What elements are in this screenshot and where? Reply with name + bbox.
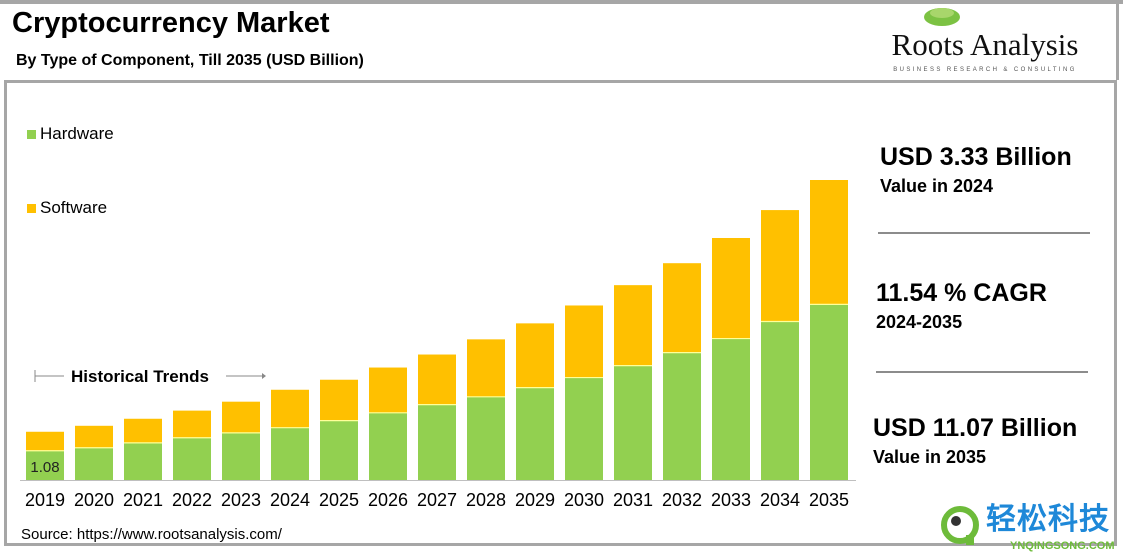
- x-tick-label: 2027: [416, 490, 458, 510]
- logo-name: Roots Analysis: [891, 27, 1079, 62]
- x-tick-label: 2028: [465, 490, 507, 510]
- bar-hardware-2031: [614, 365, 652, 480]
- stat-2024-label: Value in 2024: [880, 176, 994, 196]
- bar-hardware-2019: [26, 450, 64, 480]
- legend-swatch-software: [27, 204, 36, 213]
- bar-software-2035: [810, 180, 848, 305]
- data-label: 1.08: [30, 459, 59, 476]
- x-tick-label: 2029: [514, 490, 556, 510]
- chart-frame: [4, 80, 1117, 546]
- bar-software-2033: [712, 237, 750, 339]
- page-subtitle: By Type of Component, Till 2035 (USD Bil…: [16, 52, 364, 69]
- x-tick-label: 2020: [73, 490, 115, 510]
- stat-cagr-label: 2024-2035: [876, 312, 963, 332]
- x-tick-label: 2021: [122, 490, 164, 510]
- bar-software-2032: [663, 263, 701, 353]
- bar-hardware-2023: [222, 432, 260, 480]
- x-tick-label: 2025: [318, 490, 360, 510]
- stat-cagr-value: 11.54 % CAGR: [876, 279, 1047, 307]
- bar-hardware-2027: [418, 404, 456, 480]
- bar-software-2031: [614, 285, 652, 366]
- bar-hardware-2035: [810, 304, 848, 480]
- bar-software-2021: [124, 418, 162, 443]
- divider: [878, 232, 1090, 234]
- bar-software-2022: [173, 410, 211, 438]
- x-tick-label: 2033: [710, 490, 752, 510]
- bar-hardware-2024: [271, 427, 309, 480]
- top-border: [0, 0, 1123, 4]
- legend-hardware: Hardware: [27, 124, 114, 144]
- watermark: 轻松科技 YNQINGSONG.COM: [940, 503, 1120, 553]
- x-tick-label: 2032: [661, 490, 703, 510]
- bar-hardware-2030: [565, 377, 603, 480]
- x-tick-label: 2022: [171, 490, 213, 510]
- x-tick-label: 2026: [367, 490, 409, 510]
- legend-label: Software: [40, 198, 108, 217]
- roots-analysis-logo: Roots Analysis BUSINESS RESEARCH & CONSU…: [880, 8, 1090, 76]
- bar-software-2029: [516, 323, 554, 388]
- logo-tagline: BUSINESS RESEARCH & CONSULTING: [893, 67, 1077, 73]
- bar-hardware-2026: [369, 412, 407, 480]
- bar-hardware-2020: [75, 447, 113, 480]
- bar-software-2020: [75, 425, 113, 448]
- watermark-eye-icon: [941, 506, 979, 545]
- bar-software-2028: [467, 339, 505, 397]
- stat-2024-value: USD 3.33 Billion: [880, 143, 1072, 171]
- x-tick-label: 2019: [24, 490, 66, 510]
- bar-software-2030: [565, 305, 603, 378]
- x-tick-label: 2034: [759, 490, 801, 510]
- divider: [876, 371, 1088, 373]
- legend-label: Hardware: [40, 124, 114, 143]
- source-text: Source: https://www.rootsanalysis.com/: [21, 526, 282, 543]
- bar-software-2019: [26, 431, 64, 451]
- bar-software-2024: [271, 389, 309, 428]
- arrow-line-icon: [34, 370, 266, 382]
- bar-software-2025: [320, 379, 358, 421]
- bar-hardware-2021: [124, 442, 162, 480]
- historical-trends-label: Historical Trends: [71, 367, 209, 386]
- bar-hardware-2025: [320, 420, 358, 480]
- bar-software-2023: [222, 401, 260, 433]
- x-tick-label: 2023: [220, 490, 262, 510]
- watermark-url: YNQINGSONG.COM: [1010, 540, 1115, 552]
- legend-software: Software: [27, 198, 107, 218]
- right-border: [1116, 0, 1119, 80]
- bar-hardware-2029: [516, 387, 554, 480]
- x-tick-label: 2035: [808, 490, 850, 510]
- tree-icon: [924, 8, 960, 26]
- bar-hardware-2022: [173, 437, 211, 480]
- bar-hardware-2032: [663, 352, 701, 480]
- bar-software-2026: [369, 367, 407, 413]
- bar-hardware-2034: [761, 321, 799, 480]
- page-title: Cryptocurrency Market: [12, 7, 330, 39]
- bar-software-2034: [761, 210, 799, 322]
- legend-swatch-hardware: [27, 130, 36, 139]
- x-tick-label: 2030: [563, 490, 605, 510]
- stat-2035-label: Value in 2035: [873, 447, 987, 467]
- bar-hardware-2028: [467, 396, 505, 480]
- bar-software-2027: [418, 354, 456, 405]
- x-tick-label: 2031: [612, 490, 654, 510]
- watermark-text: 轻松科技: [986, 503, 1110, 536]
- x-tick-label: 2024: [269, 490, 311, 510]
- stat-2035-value: USD 11.07 Billion: [873, 414, 1078, 442]
- bar-chart: 1.08: [20, 180, 856, 481]
- bar-hardware-2033: [712, 338, 750, 480]
